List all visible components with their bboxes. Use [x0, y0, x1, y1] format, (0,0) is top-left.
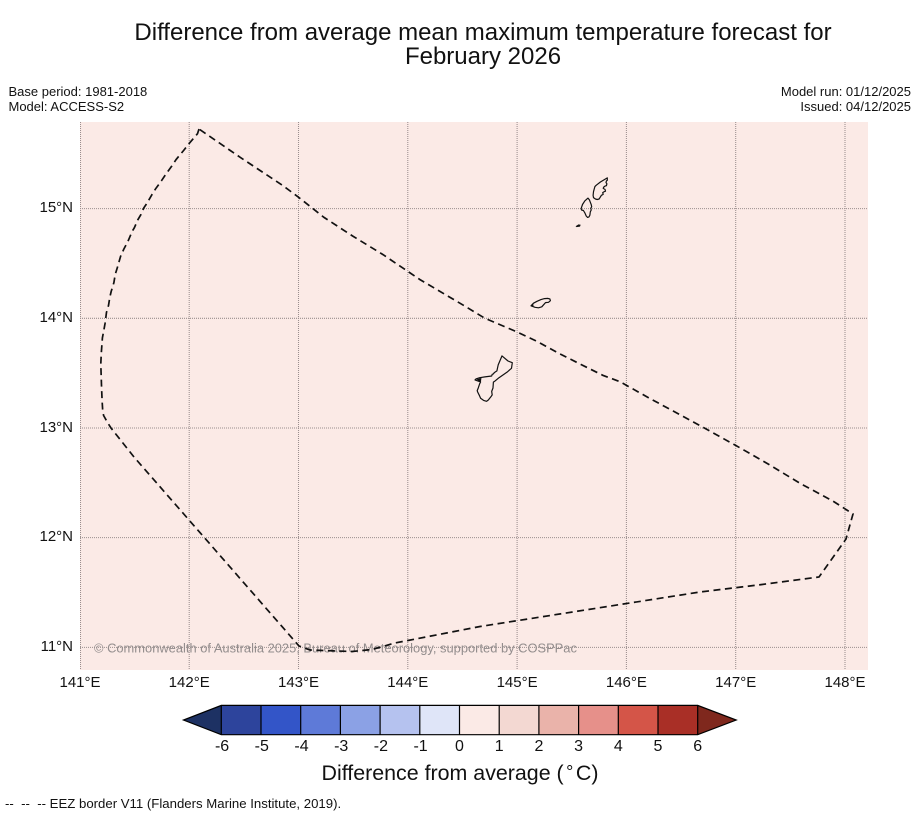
- svg-text:-5: -5: [255, 738, 269, 755]
- svg-text:2: 2: [534, 738, 543, 755]
- svg-text:0: 0: [455, 738, 464, 755]
- svg-text:© Commonwealth of Australia 20: © Commonwealth of Australia 2025, Bureau…: [94, 641, 577, 656]
- svg-text:3: 3: [574, 738, 583, 755]
- svg-text:5: 5: [654, 738, 663, 755]
- svg-text:6: 6: [693, 738, 702, 755]
- svg-text:4: 4: [614, 738, 623, 755]
- svg-text:-4: -4: [294, 738, 308, 755]
- svg-text:-3: -3: [334, 738, 348, 755]
- svg-text:-1: -1: [413, 738, 427, 755]
- svg-text:-2: -2: [374, 738, 388, 755]
- svg-text:-6: -6: [215, 738, 229, 755]
- svg-text:1: 1: [495, 738, 504, 755]
